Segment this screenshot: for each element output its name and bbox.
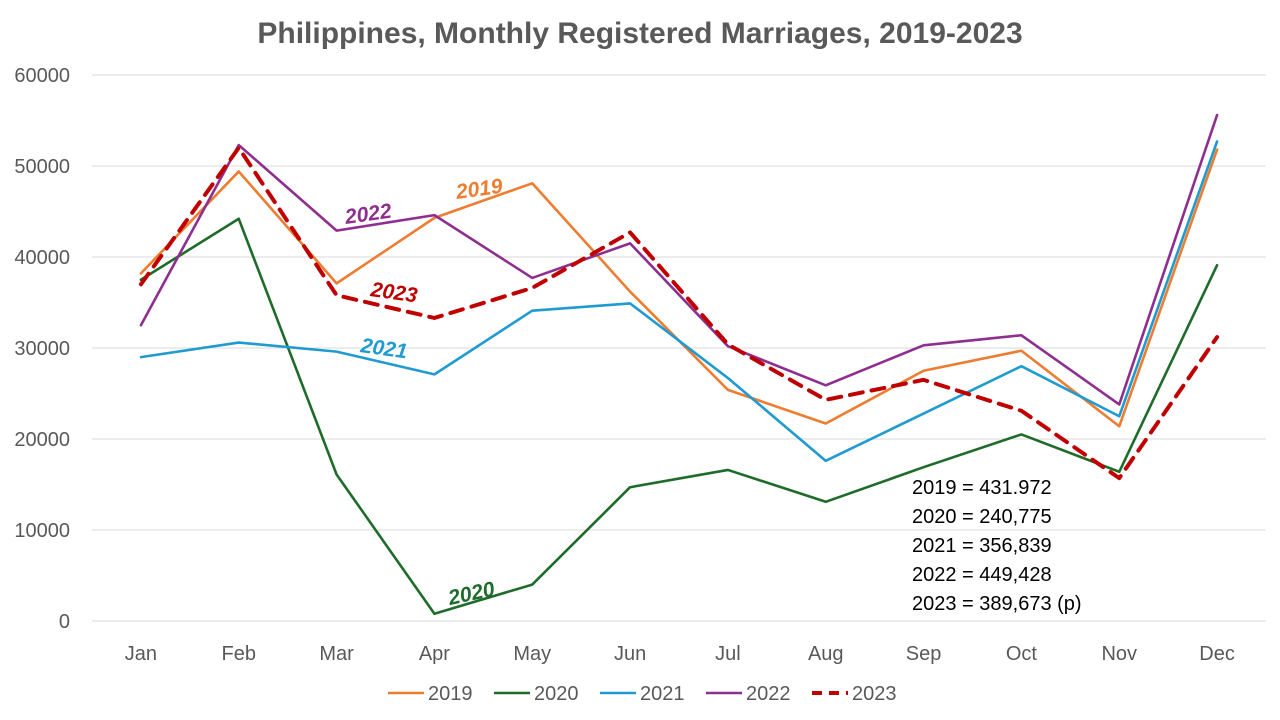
x-tick-label: May: [513, 643, 551, 665]
total-2021: 2021 = 356,839: [912, 535, 1052, 557]
x-tick-label: Jan: [125, 643, 157, 665]
y-tick-label: 10000: [14, 520, 70, 542]
x-tick-label: Oct: [1006, 643, 1038, 665]
total-2019: 2019 = 431.972: [912, 477, 1052, 499]
x-tick-label: Aug: [808, 643, 844, 665]
y-tick-label: 60000: [14, 65, 70, 87]
x-tick-label: Nov: [1101, 643, 1137, 665]
inline-label-2019: 2019: [454, 175, 505, 204]
series-line-2023: [138, 145, 1220, 481]
totals-block: 2019 = 431.972 2020 = 240,775 2021 = 356…: [912, 477, 1082, 615]
x-tick-label: Feb: [222, 643, 256, 665]
legend: 2019 2020 2021 2022 2023: [388, 683, 897, 705]
inline-series-labels: 2019 2020 2021 2022 2023: [343, 175, 505, 610]
x-tick-label: Sep: [906, 643, 942, 665]
x-tick-label: Jun: [614, 643, 646, 665]
series-lines: [138, 113, 1220, 616]
y-tick-label: 50000: [14, 156, 70, 178]
x-axis-ticks: Jan Feb Mar Apr May Jun Jul Aug Sep Oct Nov Dec: [125, 643, 1235, 665]
inline-label-2022: 2022: [343, 200, 394, 229]
y-tick-label: 20000: [14, 429, 70, 451]
x-tick-label: Apr: [419, 643, 450, 665]
series-line-2021: [139, 140, 1219, 463]
series-line-2020: [139, 217, 1219, 616]
chart-title: Philippines, Monthly Registered Marriage…: [257, 17, 1022, 50]
legend-label-2021: 2021: [640, 683, 685, 705]
y-axis-ticks: 0 10000 20000 30000 40000 50000 60000: [14, 65, 70, 633]
series-line-2022: [139, 113, 1219, 406]
total-2023: 2023 = 389,673 (p): [912, 593, 1082, 615]
total-2020: 2020 = 240,775: [912, 506, 1052, 528]
inline-label-2020: 2020: [445, 578, 497, 610]
legend-label-2019: 2019: [428, 683, 473, 705]
y-tick-label: 0: [59, 611, 70, 633]
x-tick-label: Jul: [715, 643, 741, 665]
gridlines: [92, 74, 1266, 622]
legend-label-2022: 2022: [746, 683, 791, 705]
legend-label-2023: 2023: [852, 683, 897, 705]
total-2022: 2022 = 449,428: [912, 564, 1052, 586]
y-tick-label: 40000: [14, 247, 70, 269]
x-tick-label: Mar: [319, 643, 354, 665]
y-tick-label: 30000: [14, 338, 70, 360]
x-tick-label: Dec: [1199, 643, 1235, 665]
legend-label-2020: 2020: [534, 683, 579, 705]
